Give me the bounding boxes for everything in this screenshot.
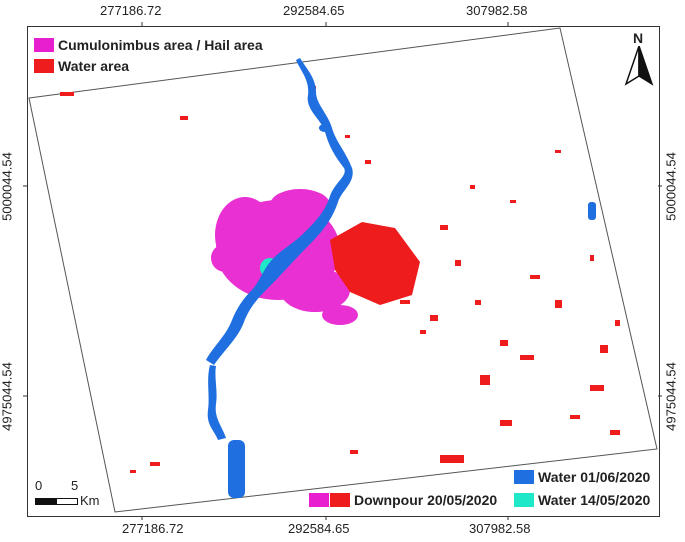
x-tick-bottom-1: 277186.72: [122, 521, 184, 536]
legend-label-water: Water area: [58, 57, 130, 74]
tick-marks: [23, 22, 662, 520]
legend-top: Cumulonimbus area / Hail area Water area: [34, 34, 263, 76]
north-label: N: [633, 30, 644, 46]
x-tick-top-3: 307982.58: [466, 3, 528, 18]
water-0106-swatch: [514, 470, 534, 484]
x-tick-top-1: 277186.72: [100, 3, 162, 18]
legend-label-downpour: Downpour 20/05/2020: [354, 492, 498, 508]
hail-area: [211, 189, 358, 325]
legend-label-water-0106: Water 01/06/2020: [538, 469, 651, 485]
north-arrow-icon: [624, 46, 654, 86]
y-tick-left-1: 5000044.54: [0, 152, 15, 221]
hail-swatch: [34, 37, 54, 52]
scale-bar: 0 5 Km: [33, 478, 123, 512]
water-1405-swatch: [514, 493, 534, 507]
downpour-swatch-red: [330, 493, 350, 507]
legend-water-1405: Water 14/05/2020: [514, 492, 651, 508]
legend-downpour: Downpour 20/05/2020: [309, 492, 498, 508]
scale-bar-black: [35, 498, 57, 505]
legend-water-0106: Water 01/06/2020: [514, 469, 651, 485]
water-patches: [60, 86, 620, 473]
downpour-area: [330, 222, 420, 305]
y-tick-left-2: 4975044.54: [0, 362, 15, 431]
y-tick-right-2: 4975044.54: [663, 362, 679, 431]
legend-label-water-1405: Water 14/05/2020: [538, 492, 651, 508]
x-tick-top-2: 292584.65: [283, 3, 345, 18]
scale-unit: Km: [80, 493, 100, 508]
scale-bar-white: [56, 498, 78, 505]
scale-label-5: 5: [71, 478, 79, 493]
downpour-swatch-magenta: [309, 493, 329, 507]
y-tick-right-1: 5000044.54: [663, 152, 679, 221]
x-tick-bottom-3: 307982.58: [469, 521, 531, 536]
water-swatch: [34, 58, 54, 73]
river-water: [206, 58, 596, 498]
scale-label-0: 0: [35, 478, 43, 493]
north-arrow: N: [624, 30, 654, 86]
legend-item-hail: Cumulonimbus area / Hail area: [34, 34, 263, 55]
legend-label-hail: Cumulonimbus area / Hail area: [58, 36, 263, 53]
x-tick-bottom-2: 292584.65: [288, 521, 350, 536]
legend-item-water: Water area: [34, 55, 263, 76]
